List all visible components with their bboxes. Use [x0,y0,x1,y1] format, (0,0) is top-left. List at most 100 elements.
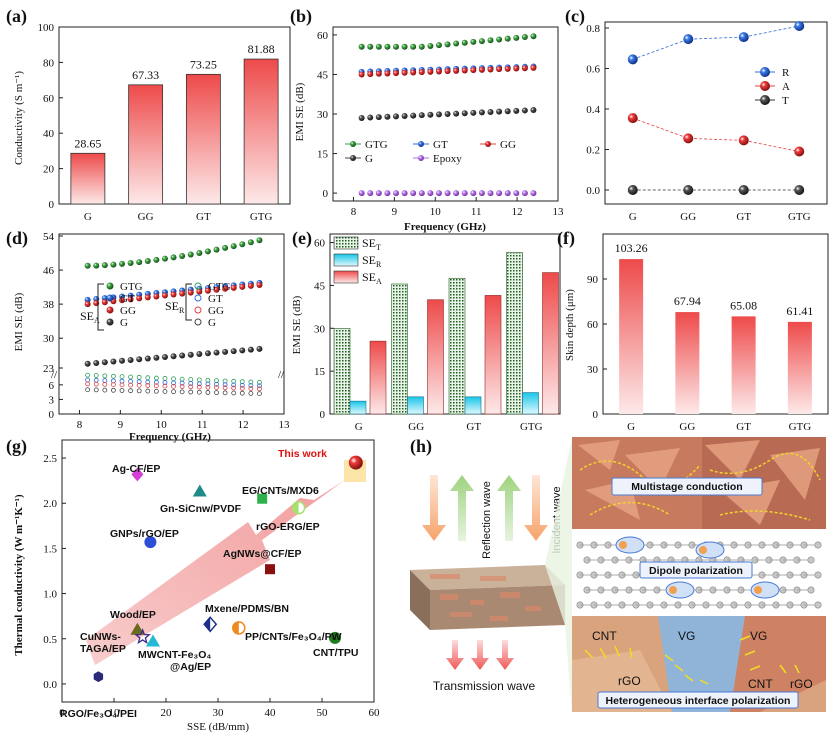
c-point-T [794,185,805,195]
b-point-Epoxy [513,190,520,197]
e-ytick-label: 0 [320,409,326,421]
d-pointA-GTG [196,249,203,256]
d-ytick-label: 6 [49,380,55,392]
reflection-wave-label: Reflection wave [481,481,493,559]
g-xtick-label: 50 [317,707,329,719]
b-point-Epoxy [435,190,442,197]
e-ytick-label: 60 [314,238,326,250]
b-point-G [461,110,468,117]
e-xtick-label: GT [466,421,481,433]
d-pointA-GG [196,288,203,295]
d-axis-break-right: // [278,369,285,381]
c-point-A [794,146,805,157]
f-ytick-label: 90 [587,274,599,286]
d-pointA-GTG [93,262,100,269]
b-point-GG [478,66,485,73]
d-pointA-GTG [101,262,108,269]
a-xtick-label: GG [138,211,154,223]
b-point-GG [530,64,537,71]
b-point-GG [384,70,391,77]
g-point-mwcnt-fe-o-ag-ep [146,634,160,647]
d-pointR-G [205,390,211,395]
b-point-G [418,112,425,119]
a-bar-GG [128,84,164,205]
b-point-Epoxy [521,190,528,197]
d-pointR-GT [214,381,219,387]
g-point-cunws-taga-ep [134,628,151,645]
d-pointR-GTG [205,377,211,383]
a-bar-GT [185,73,221,205]
b-point-GG [487,66,494,73]
d-legendR-GG: GG [208,305,224,317]
c-point-A [683,133,694,144]
d-pointA-GG [222,285,229,292]
g-xtick-label: 30 [213,707,225,719]
d-pointR-GG [162,383,168,389]
d-legendA-marker-GT [106,294,114,302]
a-bar-GTG [243,58,279,205]
e-bar-SE_A-GTG [542,272,559,415]
d-ytick-label: 0 [49,409,55,421]
b-point-G [496,108,503,115]
e-bar-SE_R-GG [407,396,424,415]
d-pointA-G [136,356,143,363]
d-pointR-GTG [239,379,245,385]
g-point-mxene-pdms-bn-half [204,617,211,632]
b-ytick-label: 0 [323,188,329,200]
d-pointR-GG [171,383,176,389]
b-point-Epoxy [496,190,503,197]
a-ytick-label: 100 [38,22,55,34]
g-point-rgo-fe-o-pei [92,670,105,684]
b-point-G [521,107,528,114]
d-legendA-G: G [120,317,128,329]
f-ytick-label: 0 [593,409,599,421]
b-legend-Epoxy: Epoxy [433,153,462,165]
d-pointR-GG [145,383,151,388]
e-legend-T: SET [362,236,381,252]
panel-e-frame [329,233,561,415]
b-point-GTG [358,43,365,50]
b-point-GTG [521,34,528,41]
b-point-G [401,112,408,119]
a-bar-value: 73.25 [190,57,217,71]
b-point-G [470,109,477,116]
incident-wave-arrows [422,475,548,541]
g-point-pp-cnts-fe-o-pw-half [232,621,239,634]
d-pointR-GTG [119,374,125,380]
c-line-R [632,25,800,60]
b-point-GG [427,68,434,75]
d-pointA-GTG [222,244,229,251]
g-label-wood: Wood/EP [110,609,156,621]
d-pointR-GG [128,382,133,388]
e-ytick-label: 30 [314,323,326,335]
d-pointA-GTG [119,260,125,267]
g-xtick-label: 0 [59,707,65,719]
d-pointA-G [110,358,117,365]
d-legend-SER: SER [165,299,185,315]
b-point-G [384,113,391,120]
g-ytick-label: 1.5 [43,543,57,555]
panel-e-label: (e) [292,228,312,249]
d-pointR-GTG [196,377,202,383]
g-label-cunws1: CuNWs- [80,631,121,643]
d-pointR-G [111,387,116,393]
b-point-GTG [513,34,520,41]
d-pointA-GG [170,291,177,298]
e-bar-SE_T-GG [391,283,408,415]
a-xtick-label: GT [196,211,211,223]
g-point-gn-sicnw-pvdf [192,484,207,497]
vg-label-2: VG [750,629,767,643]
b-point-GTG [367,43,374,50]
c-ytick-label: 0.6 [586,64,600,76]
d-pointR-GG [239,385,245,391]
a-ytick-label: 60 [43,93,55,105]
d-pointA-G [144,355,151,362]
d-pointA-G [230,348,237,355]
d-pointR-GT [205,381,211,387]
e-bar-SE_T-GT [448,277,466,415]
d-pointR-GTG [153,375,159,381]
d-pointR-GTG [179,376,185,382]
